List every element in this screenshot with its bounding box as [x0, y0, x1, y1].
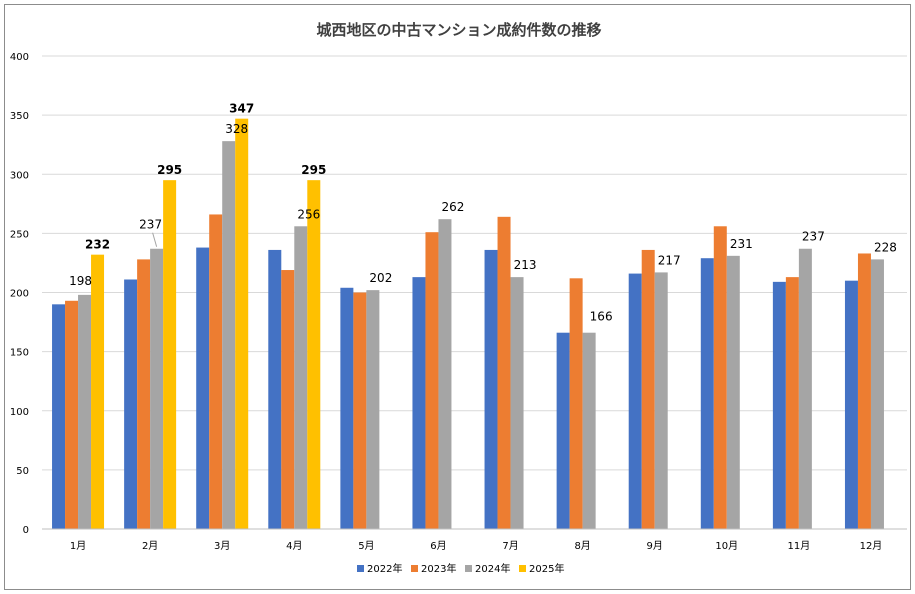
x-tick-label: 12月: [860, 540, 883, 552]
bar: [628, 273, 642, 529]
legend-swatch: [465, 565, 472, 572]
data-label: 231: [730, 237, 753, 251]
bar: [65, 300, 79, 529]
y-tick-label: 0: [23, 525, 29, 536]
x-tick-label: 8月: [574, 540, 590, 552]
bar: [844, 280, 858, 529]
y-tick-label: 250: [10, 229, 29, 240]
y-tick-label: 350: [10, 111, 29, 122]
bar: [196, 247, 210, 529]
axes: 0 50 100 150 200 250 300 350 400 1月 2月 3月 4月 5月 6月 7月 8月…: [10, 52, 907, 552]
x-tick-label: 2月: [142, 540, 158, 552]
bar: [484, 249, 498, 529]
y-tick-label: 100: [10, 407, 29, 418]
legend-swatch: [519, 565, 526, 572]
bar: [425, 232, 439, 529]
data-label: 232: [85, 238, 110, 252]
y-tick-label: 50: [16, 466, 29, 477]
legend-entry: 2025年: [529, 562, 564, 575]
bar: [556, 332, 570, 529]
x-tick-label: 4月: [286, 540, 302, 552]
bar-chart: 城西地区の中古マンション成約件数の推移 198 237 328 256 202 262 21…: [10, 21, 907, 575]
bar: [772, 281, 786, 529]
data-label: 237: [139, 218, 162, 232]
bar: [510, 277, 524, 529]
bar: [726, 255, 740, 529]
bar: [340, 287, 354, 529]
bars: [52, 118, 884, 530]
x-tick-label: 9月: [647, 540, 663, 552]
legend-entry: 2024年: [475, 562, 510, 575]
bar: [569, 278, 583, 529]
chart-title: 城西地区の中古マンション成約件数の推移: [316, 21, 601, 39]
x-tick-label: 6月: [430, 540, 446, 552]
bar: [52, 304, 66, 529]
data-label: 295: [157, 163, 182, 177]
legend-swatch: [357, 565, 364, 572]
bar: [91, 254, 105, 529]
x-tick-label: 10月: [715, 540, 738, 552]
bar: [700, 258, 714, 529]
bar: [78, 294, 92, 529]
bar: [785, 277, 799, 529]
bar: [366, 290, 380, 529]
bar: [582, 332, 596, 529]
bar: [294, 226, 308, 529]
data-label: 295: [301, 163, 326, 177]
bar: [353, 292, 367, 529]
x-tick-label: 3月: [214, 540, 230, 552]
data-label: 166: [590, 310, 613, 324]
bar: [412, 277, 426, 529]
bar: [281, 270, 295, 529]
legend-entry: 2023年: [421, 562, 456, 575]
data-label: 237: [802, 230, 825, 244]
y-tick-label: 150: [10, 348, 29, 359]
data-label: 256: [297, 207, 320, 221]
x-tick-label: 5月: [358, 540, 374, 552]
bar: [641, 249, 655, 529]
bar: [307, 180, 321, 529]
data-label: 198: [69, 274, 92, 288]
x-tick-label: 1月: [70, 540, 86, 552]
data-label: 262: [442, 200, 465, 214]
data-label: 202: [369, 271, 392, 285]
bar: [798, 248, 812, 529]
x-tick-label: 7月: [502, 540, 518, 552]
data-label: 217: [658, 253, 681, 267]
legend-swatch: [411, 565, 418, 572]
gridlines: [42, 55, 907, 530]
y-tick-label: 300: [10, 170, 29, 181]
x-tick-label: 11月: [788, 540, 811, 552]
bar: [857, 253, 871, 530]
bar: [497, 216, 511, 529]
bar: [438, 219, 452, 529]
bar: [235, 118, 249, 530]
chart-frame: 城西地区の中古マンション成約件数の推移 198 237 328 256 202 262 21…: [4, 4, 911, 590]
bar: [713, 226, 727, 529]
bar: [268, 249, 282, 529]
data-label: 228: [874, 240, 897, 254]
legend: 2022年 2023年 2024年 2025年: [357, 562, 564, 575]
bar: [209, 214, 223, 529]
data-label: 328: [225, 122, 248, 136]
bar: [163, 180, 177, 529]
bar: [150, 248, 164, 529]
data-label: 213: [514, 258, 537, 272]
bar: [124, 279, 138, 529]
bar: [137, 259, 151, 529]
y-tick-label: 400: [10, 52, 29, 63]
bar: [654, 272, 668, 529]
y-tick-label: 200: [10, 289, 29, 300]
data-labels: 198 237 328 256 202 262 213 166 217 231 237 228 232 2…: [69, 102, 897, 324]
bar: [222, 141, 236, 529]
leader-line: [152, 232, 158, 247]
legend-entry: 2022年: [367, 562, 402, 575]
bar: [870, 259, 884, 529]
data-label: 347: [229, 102, 254, 116]
